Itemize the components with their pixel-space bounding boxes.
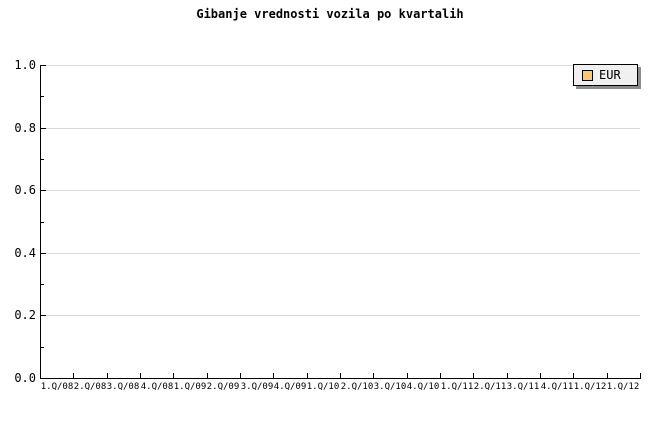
x-tick-label: 2.Q/09 — [206, 382, 240, 392]
x-tick-label: 1.Q/11 — [440, 382, 474, 392]
x-tick — [40, 373, 41, 378]
gridline — [41, 65, 640, 66]
y-minor-tick — [41, 159, 44, 160]
x-tick — [473, 373, 474, 378]
x-tick-label: 4.Q/09 — [273, 382, 307, 392]
y-major-tick — [41, 190, 46, 191]
legend: EUR — [573, 64, 638, 86]
x-tick — [340, 373, 341, 378]
chart-title: Gibanje vrednosti vozila po kvartalih — [196, 7, 464, 21]
gridline — [41, 190, 640, 191]
x-tick-label: 4.Q/08 — [140, 382, 174, 392]
x-tick — [207, 373, 208, 378]
x-tick — [140, 373, 141, 378]
x-tick — [407, 373, 408, 378]
y-major-tick — [41, 128, 46, 129]
x-tick-label: 1.Q/10 — [306, 382, 340, 392]
x-tick-label: 3.Q/08 — [106, 382, 140, 392]
x-tick — [507, 373, 508, 378]
legend-swatch-eur — [582, 69, 593, 81]
x-tick-label: 3.Q/09 — [240, 382, 274, 392]
x-tick — [640, 373, 641, 378]
x-tick — [273, 373, 274, 378]
y-tick-label: 0.6 — [14, 183, 36, 197]
x-tick — [440, 373, 441, 378]
x-tick-label: 1.Q/12 — [573, 382, 607, 392]
x-tick — [173, 373, 174, 378]
y-major-tick — [41, 65, 46, 66]
x-tick-label: 1.Q/08 — [40, 382, 74, 392]
x-tick-label: 2.Q/11 — [473, 382, 507, 392]
x-tick — [307, 373, 308, 378]
legend-label: EUR — [599, 68, 621, 82]
x-axis-line — [40, 378, 641, 379]
gridline — [41, 128, 640, 129]
x-tick — [607, 373, 608, 378]
y-major-tick — [41, 253, 46, 254]
y-minor-tick — [41, 96, 44, 97]
y-minor-tick — [41, 222, 44, 223]
x-tick-label: 1.Q/09 — [173, 382, 207, 392]
x-tick-label: 4.Q/11 — [540, 382, 574, 392]
x-tick — [540, 373, 541, 378]
y-minor-tick — [41, 284, 44, 285]
y-tick-label: 0.8 — [14, 121, 36, 135]
x-tick-label: 3.Q/10 — [373, 382, 407, 392]
x-tick-label: 3.Q/11 — [506, 382, 540, 392]
y-tick-label: 1.0 — [14, 58, 36, 72]
x-tick-label: 1.Q/12 — [606, 382, 640, 392]
y-tick-label: 0.0 — [14, 371, 36, 385]
y-tick-label: 0.2 — [14, 308, 36, 322]
y-tick-label: 0.4 — [14, 246, 36, 260]
x-tick-label: 4.Q/10 — [406, 382, 440, 392]
x-tick-label: 2.Q/10 — [340, 382, 374, 392]
x-tick — [240, 373, 241, 378]
y-axis-line — [40, 65, 41, 379]
y-minor-tick — [41, 347, 44, 348]
x-tick-label: 2.Q/08 — [73, 382, 107, 392]
gridline — [41, 253, 640, 254]
x-tick — [573, 373, 574, 378]
x-tick — [107, 373, 108, 378]
gridline — [41, 315, 640, 316]
x-tick — [73, 373, 74, 378]
y-major-tick — [41, 315, 46, 316]
x-tick — [373, 373, 374, 378]
